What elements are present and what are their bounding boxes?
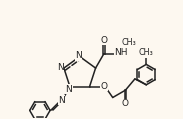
Text: N: N [58, 96, 65, 105]
Text: CH₃: CH₃ [122, 38, 137, 47]
Text: O: O [100, 36, 107, 45]
Text: O: O [100, 82, 107, 91]
Text: CH₃: CH₃ [139, 48, 154, 57]
Text: N: N [66, 85, 72, 94]
Text: O: O [122, 99, 129, 108]
Text: NH: NH [114, 48, 128, 57]
Text: N: N [75, 51, 82, 60]
Text: N: N [57, 63, 64, 72]
